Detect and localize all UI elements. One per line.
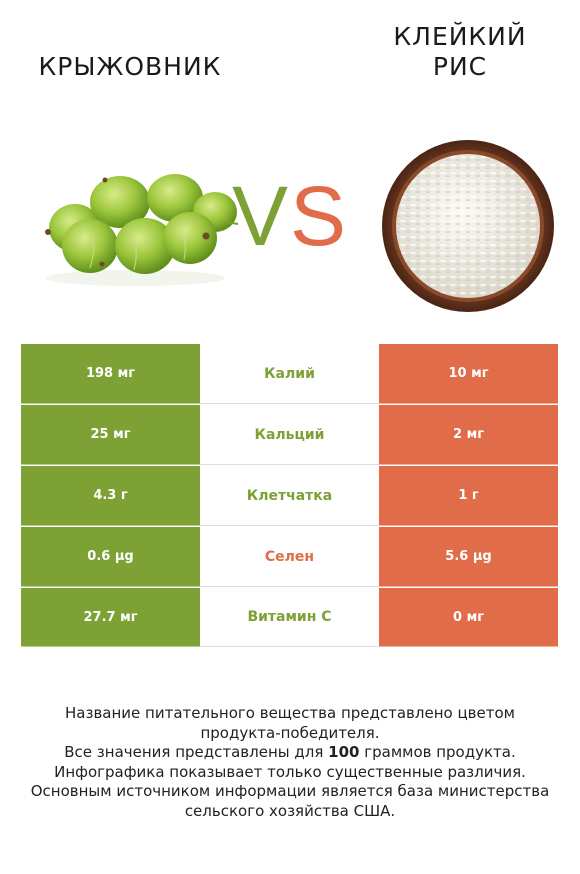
left-value: 27.7 мг	[21, 588, 200, 647]
right-product-title-line2: РИС	[432, 52, 488, 81]
right-product-title-line1: КЛЕЙКИЙ	[393, 22, 527, 51]
footer-line: Инфографика показывает только существенн…	[54, 762, 526, 781]
footer-amount: 100	[328, 743, 360, 761]
left-value: 25 мг	[21, 405, 200, 465]
right-value: 1 г	[379, 466, 558, 526]
nutrient-name: Селен	[200, 527, 379, 587]
nutrient-name: Клетчатка	[200, 466, 379, 526]
table-row: 25 мг Кальций 2 мг	[21, 405, 558, 466]
versus-label: VS	[222, 168, 358, 264]
footer-line: Основным источником информации является …	[30, 782, 550, 800]
left-value: 198 мг	[21, 344, 200, 404]
right-value: 5.6 µg	[379, 527, 558, 587]
nutrient-comparison-table: 198 мг Калий 10 мг 25 мг Кальций 2 мг 4.…	[21, 344, 558, 647]
nutrient-name: Витамин C	[200, 588, 379, 647]
left-value: 4.3 г	[21, 466, 200, 526]
footer-line: Название питательного вещества представл…	[65, 704, 515, 722]
versus-s: S	[290, 169, 349, 263]
footer-notes: Название питательного вещества представл…	[20, 704, 560, 821]
right-value: 2 мг	[379, 405, 558, 465]
footer-text: граммов продукта.	[359, 743, 516, 761]
footer-line: Все значения представлены для 100 граммо…	[20, 743, 560, 763]
footer-line: продукта-победителя.	[200, 723, 380, 742]
table-row: 27.7 мг Витамин C 0 мг	[21, 588, 558, 647]
footer-text: Все значения представлены для	[64, 743, 329, 761]
table-row: 4.3 г Клетчатка 1 г	[21, 466, 558, 527]
sticky-rice-bowl-image	[382, 140, 554, 312]
right-product-title: КЛЕЙКИЙ РИС	[360, 22, 560, 82]
table-row: 198 мг Калий 10 мг	[21, 344, 558, 405]
right-value: 0 мг	[379, 588, 558, 647]
table-row: 0.6 µg Селен 5.6 µg	[21, 527, 558, 588]
left-value: 0.6 µg	[21, 527, 200, 587]
gooseberries-image	[45, 174, 239, 286]
versus-v: V	[231, 169, 290, 263]
left-product-title: КРЫЖОВНИК	[38, 52, 222, 81]
nutrient-name: Кальций	[200, 405, 379, 465]
nutrient-name: Калий	[200, 344, 379, 404]
footer-line: сельского хозяйства США.	[184, 801, 396, 820]
right-value: 10 мг	[379, 344, 558, 404]
